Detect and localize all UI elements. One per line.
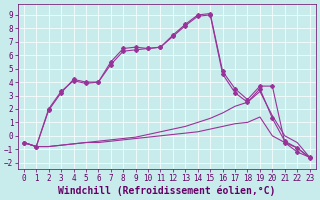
X-axis label: Windchill (Refroidissement éolien,°C): Windchill (Refroidissement éolien,°C) — [58, 185, 276, 196]
